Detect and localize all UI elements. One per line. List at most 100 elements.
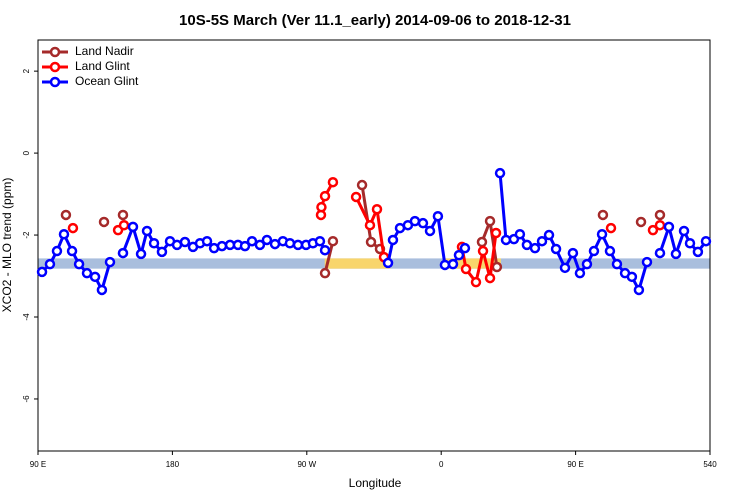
data-point [611,258,623,270]
data-point [387,234,399,246]
data-point [60,209,72,221]
data-point [700,235,712,247]
legend-marker [49,46,61,58]
data-point [484,215,496,227]
data-point [365,236,377,248]
data-point [148,237,160,249]
legend-label: Land Nadir [75,44,134,58]
data-point [559,262,571,274]
data-point [536,235,548,247]
y-tick-label: -2 [22,231,31,239]
data-point [371,203,383,215]
data-point [596,228,608,240]
data-point [239,240,251,252]
data-point [314,235,326,247]
highlight-band [444,258,501,269]
data-point [491,261,503,273]
legend-marker [49,76,61,88]
data-point [216,240,228,252]
data-point [179,236,191,248]
data-point [447,258,459,270]
data-point [470,276,482,288]
data-point [141,225,153,237]
data-point [51,245,63,257]
data-point [567,247,579,259]
data-point [647,224,659,236]
data-point [439,259,451,271]
y-axis-label: XCO2 - MLO trend (ppm) [0,178,14,313]
data-point [633,284,645,296]
data-point [156,246,168,258]
data-point [432,210,444,222]
data-point [654,209,666,221]
data-point [117,247,129,259]
x-tick-label: 90 E [567,460,583,469]
data-point [127,221,139,233]
data-point [588,245,600,257]
data-point [81,267,93,279]
x-tick-label: 0 [439,460,444,469]
data-point [692,246,704,258]
data-point [319,244,331,256]
data-point [316,201,327,213]
data-point [484,272,496,284]
y-tick-label: 0 [22,150,31,155]
x-tick-label: 180 [166,460,180,469]
data-point [319,190,331,202]
x-tick-label: 540 [703,460,717,469]
chart-title: 10S-5S March (Ver 11.1_early) 2014-09-06… [179,12,571,29]
data-point [550,243,562,255]
data-point [104,256,116,268]
x-tick-label: 90 W [297,460,316,469]
data-point [284,237,296,249]
x-tick-label: 90 E [30,460,46,469]
data-point [350,191,362,203]
data-point [246,235,258,247]
data-point [58,228,70,240]
data-point [98,216,110,228]
data-point [201,235,213,247]
data-point [678,225,690,237]
data-point [670,248,682,260]
x-axis-label: Longitude [349,476,402,490]
data-point [36,266,48,278]
data-point [409,215,421,227]
data-point [382,257,394,269]
data-point [327,176,339,188]
data-point [135,248,147,260]
y-tick-label: 2 [22,68,31,73]
data-point [574,267,586,279]
data-point [44,258,56,270]
data-point [364,219,376,231]
data-point [89,271,101,283]
legend-marker [49,61,61,73]
data-point [494,167,506,179]
data-point [663,221,675,233]
data-point [521,239,533,251]
y-tick-label: -6 [22,395,31,403]
data-point [477,245,489,257]
data-point [635,216,647,228]
y-tick-label: -4 [22,313,31,321]
data-point [356,179,368,191]
data-point [626,271,638,283]
data-point [67,222,79,234]
highlight-band [324,258,391,269]
data-point [514,228,526,240]
data-point [543,229,555,241]
data-point [424,225,436,237]
data-point [684,237,696,249]
data-point [459,242,471,254]
data-point [118,219,130,231]
data-point [490,227,502,239]
data-point [254,239,266,251]
data-point [604,245,616,257]
data-point [453,249,465,261]
legend-label: Ocean Glint [75,74,139,88]
data-point [292,239,304,251]
data-point [605,222,617,234]
data-point [319,267,331,279]
data-point [581,258,593,270]
